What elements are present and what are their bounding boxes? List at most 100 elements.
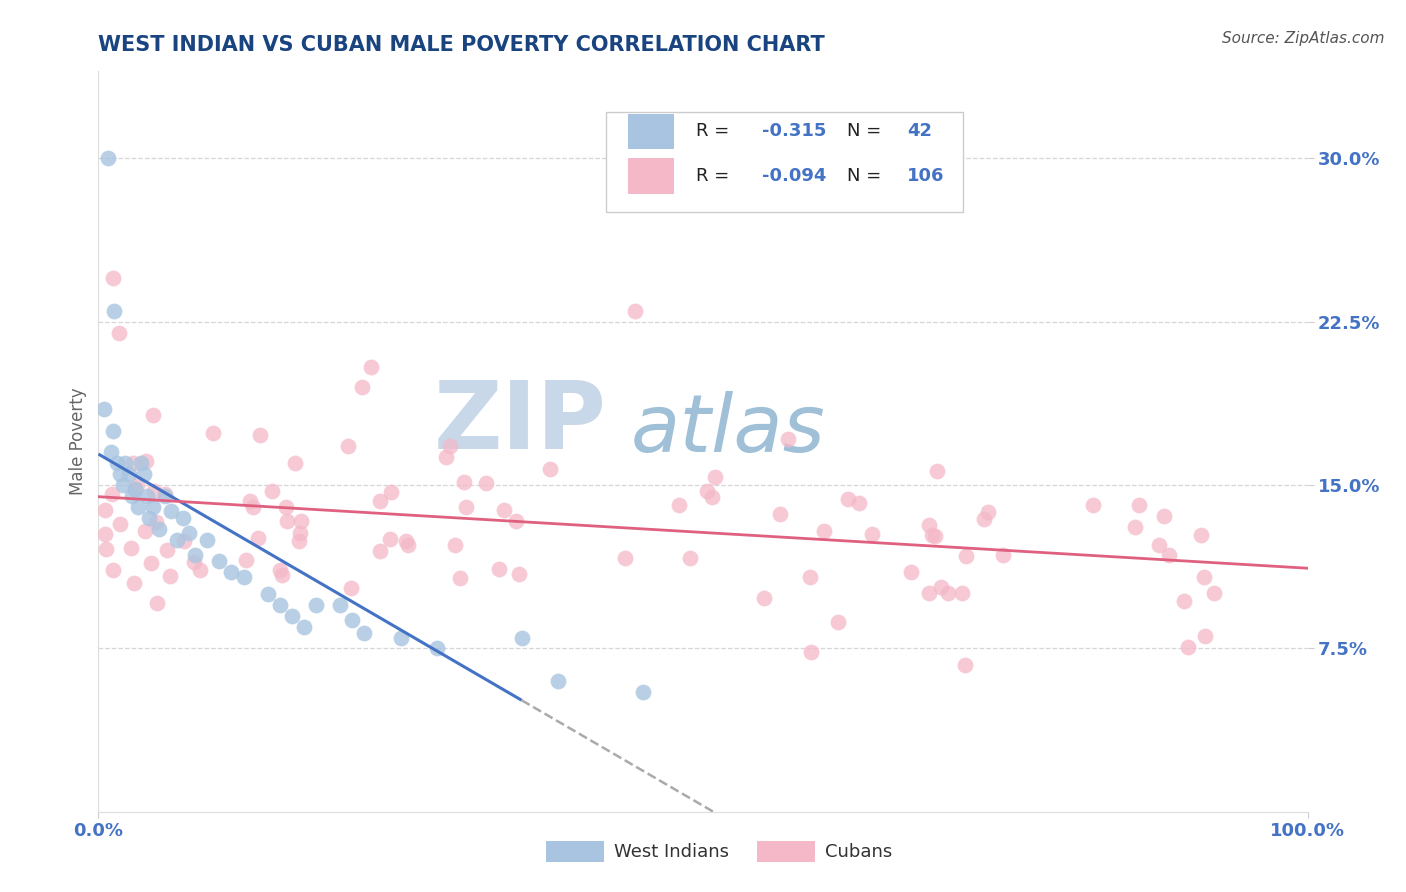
Point (145, 596, 167, 610)
Point (827, 615, 849, 629)
Point (378, 532, 401, 546)
Point (101, 424, 124, 438)
Point (108, 516, 131, 531)
Point (101, 271, 124, 285)
Point (281, 608, 304, 623)
Point (134, 524, 156, 539)
Text: Source: ZipAtlas.com: Source: ZipAtlas.com (1222, 31, 1385, 46)
Text: 42: 42 (907, 122, 932, 140)
Point (1177, 640, 1199, 654)
Point (101, 487, 124, 501)
Point (488, 562, 510, 576)
Point (1192, 570, 1215, 584)
Point (159, 569, 181, 583)
Bar (758, 841, 815, 862)
Point (127, 478, 149, 492)
Point (139, 556, 162, 570)
Point (494, 503, 516, 517)
Text: 106: 106 (907, 167, 945, 185)
Text: ZIP: ZIP (433, 377, 606, 469)
Point (955, 549, 977, 564)
Point (936, 586, 959, 600)
Bar (628, 113, 673, 149)
Point (1194, 629, 1216, 643)
Point (860, 526, 883, 541)
Point (235, 553, 257, 567)
Bar (628, 158, 673, 194)
Point (918, 517, 941, 532)
Point (188, 563, 211, 577)
Point (276, 514, 298, 528)
Point (955, 657, 977, 672)
Point (991, 548, 1014, 562)
Point (508, 566, 530, 581)
Point (249, 428, 271, 442)
Point (305, 598, 328, 612)
Point (1128, 498, 1150, 512)
Point (242, 500, 264, 514)
Point (100, 445, 122, 459)
Point (848, 495, 870, 509)
Y-axis label: Male Poverty: Male Poverty (69, 388, 87, 495)
Text: -0.094: -0.094 (762, 167, 827, 185)
Point (510, 631, 533, 645)
Point (696, 484, 718, 499)
Point (288, 525, 311, 540)
Point (474, 475, 496, 490)
Point (1081, 498, 1104, 512)
Text: atlas: atlas (630, 392, 825, 469)
Point (426, 641, 449, 656)
Point (183, 555, 205, 569)
Point (778, 432, 800, 446)
Text: R =: R = (696, 122, 735, 140)
Point (96, 541, 118, 556)
Point (439, 439, 461, 453)
Point (108, 467, 131, 482)
Point (342, 613, 364, 627)
Point (1157, 548, 1180, 562)
Point (454, 500, 477, 515)
Point (336, 439, 359, 453)
Text: N =: N = (846, 167, 887, 185)
Point (93, 401, 115, 416)
Point (1149, 538, 1171, 552)
Bar (546, 841, 603, 862)
Point (135, 453, 157, 467)
Point (290, 515, 312, 529)
Point (292, 619, 315, 633)
Point (246, 531, 269, 545)
FancyBboxPatch shape (606, 112, 963, 212)
Text: WEST INDIAN VS CUBAN MALE POVERTY CORRELATION CHART: WEST INDIAN VS CUBAN MALE POVERTY CORREL… (98, 35, 825, 54)
Point (93, 526, 115, 541)
Point (547, 674, 569, 689)
Point (443, 537, 465, 551)
Point (94, 503, 117, 517)
Point (127, 500, 149, 514)
Point (353, 626, 375, 640)
Point (360, 359, 382, 374)
Point (350, 380, 373, 394)
Point (142, 500, 165, 514)
Point (103, 304, 125, 318)
Point (288, 534, 311, 549)
Point (120, 541, 142, 556)
Point (380, 484, 402, 499)
Point (138, 510, 160, 524)
Point (114, 456, 136, 470)
Point (921, 528, 943, 542)
Point (256, 587, 278, 601)
Text: N =: N = (846, 122, 887, 140)
Point (389, 631, 412, 645)
Point (370, 543, 392, 558)
Point (124, 482, 146, 496)
Point (121, 489, 143, 503)
Point (172, 510, 194, 524)
Point (900, 565, 922, 579)
Point (97, 152, 120, 166)
Text: West Indians: West Indians (613, 843, 728, 861)
Point (145, 515, 167, 529)
Point (184, 548, 207, 562)
Point (118, 467, 141, 482)
Text: R =: R = (696, 167, 735, 185)
Point (1153, 509, 1175, 524)
